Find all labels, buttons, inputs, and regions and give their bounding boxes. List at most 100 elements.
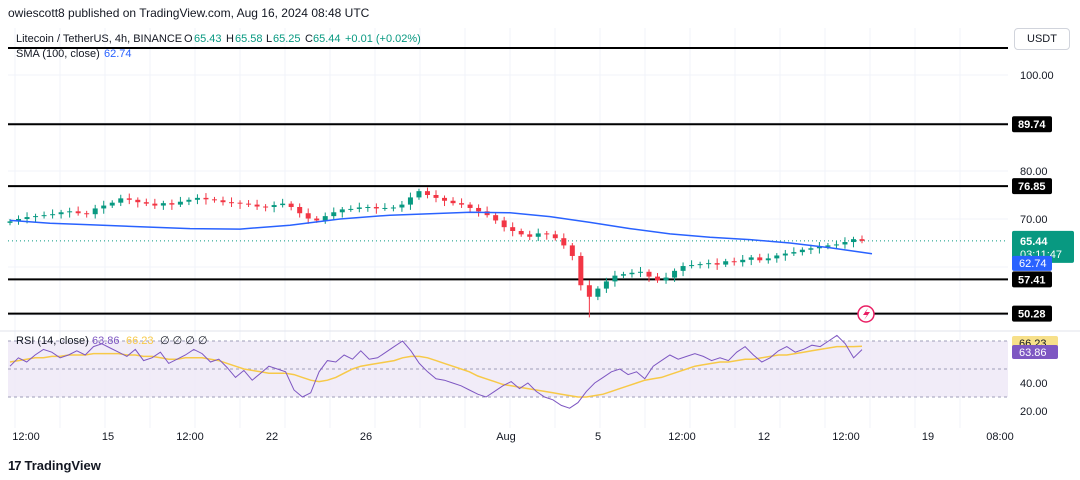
candle-body (552, 234, 558, 239)
candle-body (143, 202, 149, 204)
candle-body (271, 205, 277, 207)
candle-body (833, 244, 839, 246)
legend-rsi: RSI (14, close) 63.86 66.23 ∅ ∅ ∅ ∅ (16, 335, 208, 347)
candle-body (629, 272, 635, 275)
candle-body (561, 238, 567, 246)
price-axis-labels: 100.00 80.00 70.00 (1020, 70, 1054, 226)
candle-body (672, 270, 678, 278)
candle-body (246, 203, 252, 205)
rsi-label: RSI (14, close) (16, 335, 89, 347)
price-tick-label: 70.00 (1020, 214, 1048, 226)
candlesticks (7, 187, 865, 318)
candle-body (41, 215, 47, 217)
sma-badge-value: 62.74 (1019, 258, 1047, 270)
candle-body (254, 204, 260, 207)
footer-brand: 17 TradingView (8, 458, 101, 473)
time-tick-label: 26 (360, 431, 372, 443)
time-tick-label: 19 (922, 431, 934, 443)
currency-selector-button[interactable]: USDT (1014, 28, 1070, 50)
candle-body (663, 277, 669, 281)
candle-body (288, 203, 294, 207)
rsi-extra-values: ∅ ∅ ∅ ∅ (160, 335, 208, 347)
footer-brand-label: TradingView (24, 458, 101, 473)
candle-body (50, 214, 56, 216)
candle-body (450, 200, 456, 204)
symbol-label: Litecoin / TetherUS, 4h, BINANCE (16, 33, 182, 45)
candle-body (169, 203, 175, 205)
sma-label: SMA (100, close) (16, 48, 100, 60)
candle-body (194, 197, 200, 200)
level-badge (1012, 305, 1052, 322)
candle-body (390, 207, 396, 209)
level-label: 89.74 (1018, 119, 1046, 131)
level-badge (1012, 116, 1052, 133)
candle-body (595, 288, 601, 297)
candle-body (655, 276, 661, 281)
rsi-badges: 66.23 63.86 (1012, 336, 1058, 359)
candle-body (723, 261, 729, 265)
candle-body (825, 245, 831, 247)
candle-body (152, 203, 158, 206)
candle-body (373, 207, 379, 209)
candle-body (748, 257, 754, 260)
candle-body (433, 195, 439, 198)
candle-body (791, 252, 797, 254)
candle-body (407, 197, 413, 205)
candle-body (92, 208, 98, 215)
candle-body (731, 261, 737, 263)
candle-body (808, 248, 814, 250)
open-label: O (184, 33, 193, 45)
candle-body (33, 216, 39, 218)
candle-body (765, 258, 771, 261)
candle-body (382, 207, 388, 209)
candle-body (535, 233, 541, 237)
candle-body (322, 216, 328, 221)
candle-body (297, 207, 303, 214)
candle-body (850, 239, 856, 243)
candle-body (799, 249, 805, 253)
candle-body (126, 198, 132, 200)
time-tick-label: 12:00 (176, 431, 204, 443)
time-tick-label: 15 (102, 431, 114, 443)
candle-body (186, 199, 192, 202)
candle-body (774, 255, 780, 259)
candle-body (680, 266, 686, 271)
candle-body (816, 246, 822, 249)
candle-body (476, 207, 482, 212)
candle-body (135, 199, 141, 203)
time-tick-label: 12:00 (668, 431, 696, 443)
low-value: 65.25 (273, 33, 301, 45)
candle-body (689, 265, 695, 267)
candle-body (75, 211, 81, 214)
candle-body (544, 233, 550, 235)
candle-body (620, 274, 626, 276)
rsi-badge: 63.86 (1019, 347, 1047, 359)
time-tick-label: 22 (266, 431, 278, 443)
candle-body (569, 245, 575, 256)
time-tick-label: 08:00 (986, 431, 1014, 443)
candle-body (84, 213, 90, 215)
event-flash-icon[interactable] (857, 305, 875, 323)
candle-body (501, 220, 507, 228)
price-tick-label: 80.00 (1020, 166, 1048, 178)
time-tick-label: 12:00 (832, 431, 860, 443)
rsi-axis-labels: 40.00 20.00 (1020, 378, 1048, 418)
rsi-value: 63.86 (92, 335, 120, 347)
candle-body (203, 197, 209, 200)
candle-body (646, 271, 652, 277)
time-axis-labels: 12:00 15 12:00 22 26 Aug 5 12:00 12 12:00 19 08:00 (12, 431, 1014, 443)
candle-body (527, 234, 533, 237)
candle-body (331, 212, 337, 217)
level-label: 50.28 (1018, 309, 1046, 321)
candle-body (459, 203, 465, 205)
rsi-ma-line (9, 345, 863, 398)
candle-body (467, 204, 473, 208)
candle-body (697, 264, 703, 266)
low-label: L (266, 33, 272, 45)
candle-body (757, 257, 763, 261)
candle-body (58, 212, 64, 215)
close-value: 65.44 (313, 33, 341, 45)
candle-body (714, 263, 720, 265)
rsi-tick-label: 20.00 (1020, 406, 1048, 418)
